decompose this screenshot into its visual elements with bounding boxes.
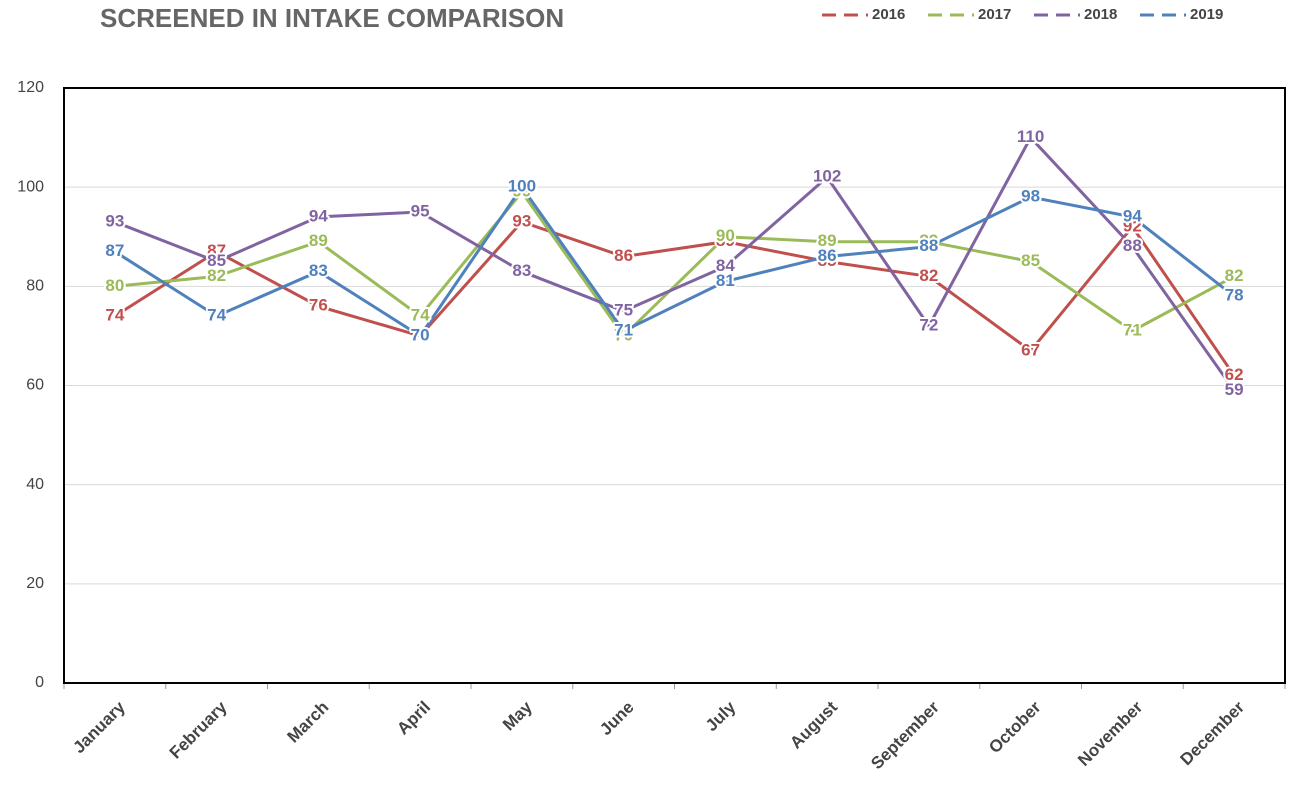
data-label: 92 [1123, 216, 1142, 235]
chart-title: SCREENED IN INTAKE COMPARISON [100, 3, 564, 33]
y-tick-label: 20 [26, 575, 44, 592]
data-label: 89 [716, 231, 735, 250]
data-label: 100 [508, 177, 536, 196]
data-label: 75 [614, 301, 633, 320]
data-label: 88 [1123, 236, 1142, 255]
data-label: 89 [919, 231, 938, 250]
data-label: 98 [1021, 187, 1040, 206]
y-tick-label: 120 [17, 79, 44, 96]
x-tick-label: October [985, 697, 1045, 757]
data-label: 71 [614, 320, 633, 339]
series-line [114, 220, 1236, 377]
data-label: 71 [1123, 320, 1142, 339]
x-tick-label: April [393, 698, 434, 739]
data-label: 81 [716, 271, 735, 290]
data-label: 86 [818, 246, 837, 265]
data-label: 86 [614, 246, 633, 265]
legend-label: 2018 [1084, 6, 1117, 23]
data-label: 87 [207, 241, 226, 260]
x-tick-label: February [166, 697, 231, 762]
legend-label: 2019 [1190, 6, 1223, 23]
y-tick-label: 100 [17, 178, 44, 195]
x-tick-label: July [702, 697, 740, 735]
data-label: 70 [411, 325, 430, 344]
data-label: 85 [818, 251, 837, 270]
data-label: 90 [716, 226, 735, 245]
data-label: 74 [411, 306, 430, 325]
x-tick-label: December [1177, 697, 1249, 769]
y-tick-label: 60 [26, 377, 44, 394]
data-label: 88 [919, 236, 938, 255]
x-tick-label: May [499, 697, 536, 734]
data-label: 99 [512, 182, 531, 201]
legend: 2016 2017 2018 2019 [822, 6, 1223, 23]
x-tick-label: January [69, 697, 129, 757]
plot-border [63, 87, 1286, 684]
data-label: 62 [1225, 365, 1244, 384]
data-label: 78 [1225, 286, 1244, 305]
data-label: 94 [1123, 206, 1142, 225]
data-label: 74 [105, 306, 124, 325]
data-label: 72 [919, 315, 938, 334]
data-label: 74 [207, 306, 226, 325]
data-label: 70 [614, 325, 633, 344]
data-label: 82 [207, 266, 226, 285]
data-label: 89 [309, 231, 328, 250]
data-label: 83 [512, 261, 531, 280]
legend-label: 2016 [872, 6, 905, 23]
data-label: 93 [105, 211, 124, 230]
y-tick-label: 80 [26, 278, 44, 295]
data-label: 93 [512, 211, 531, 230]
x-tick-label: November [1074, 697, 1146, 769]
series-line [114, 135, 1236, 392]
data-label: 85 [207, 251, 226, 270]
series-line [114, 189, 1235, 339]
data-label: 87 [105, 241, 124, 260]
data-label: 85 [1021, 251, 1040, 270]
series-line [114, 184, 1236, 338]
x-tick-label: March [284, 698, 333, 747]
data-label: 95 [411, 201, 430, 220]
y-tick-label: 0 [35, 674, 44, 691]
y-tick-label: 40 [26, 476, 44, 493]
data-label: 89 [818, 231, 837, 250]
data-label: 94 [309, 206, 328, 225]
data-label: 67 [1021, 340, 1040, 359]
data-label: 82 [1225, 266, 1244, 285]
x-tick-label: September [867, 697, 943, 773]
data-label: 80 [105, 276, 124, 295]
data-label: 102 [813, 167, 841, 186]
data-label: 59 [1225, 380, 1244, 399]
data-label: 83 [309, 261, 328, 280]
x-tick-label: August [786, 697, 841, 752]
data-label: 76 [309, 296, 328, 315]
x-tick-label: June [596, 698, 637, 739]
data-label: 70 [411, 325, 430, 344]
data-label: 82 [919, 266, 938, 285]
legend-label: 2017 [978, 6, 1011, 23]
data-label: 84 [716, 256, 735, 275]
data-label: 110 [1017, 127, 1044, 146]
